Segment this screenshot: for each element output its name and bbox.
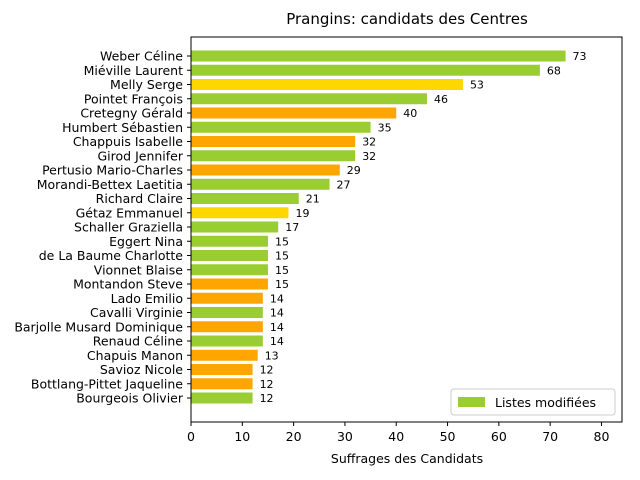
legend-swatch bbox=[458, 397, 485, 407]
x-axis-label: Suffrages des Candidats bbox=[331, 451, 483, 466]
bar bbox=[191, 164, 340, 176]
bar-value-label: 32 bbox=[362, 150, 376, 163]
y-tick-label: Morandi-Bettex Laetitia bbox=[37, 177, 183, 192]
chart-title: Prangins: candidats des Centres bbox=[286, 10, 528, 28]
bar-value-label: 68 bbox=[547, 64, 561, 77]
bar-value-label: 12 bbox=[260, 378, 274, 391]
x-tick-label: 60 bbox=[491, 429, 507, 444]
bar bbox=[191, 307, 263, 318]
bar bbox=[191, 64, 540, 76]
bar bbox=[191, 335, 263, 347]
y-tick-label: Schaller Graziella bbox=[74, 220, 183, 235]
x-tick-label: 0 bbox=[187, 429, 195, 444]
bar-value-label: 14 bbox=[270, 335, 284, 348]
y-tick-label: Miéville Laurent bbox=[84, 63, 183, 78]
bar-value-label: 15 bbox=[275, 250, 289, 263]
x-tick-label: 40 bbox=[388, 429, 404, 444]
y-tick-label: Weber Céline bbox=[100, 49, 183, 64]
bar bbox=[191, 50, 566, 62]
bar-value-label: 12 bbox=[260, 364, 274, 377]
y-tick-label: Richard Claire bbox=[96, 191, 184, 206]
y-tick-label: Renaud Céline bbox=[93, 334, 184, 349]
x-axis-ticks: 0 10 20 30 40 50 60 70 80 bbox=[187, 422, 609, 444]
y-tick-label: Melly Serge bbox=[110, 77, 183, 92]
y-tick-label: Cavalli Virginie bbox=[90, 305, 183, 320]
bar bbox=[191, 321, 263, 333]
bar-value-label: 15 bbox=[275, 264, 289, 277]
bar-value-label: 40 bbox=[403, 107, 417, 120]
y-tick-label: Bottlang-Pittet Jaqueline bbox=[31, 376, 183, 391]
y-tick-label: Savioz Nicole bbox=[100, 362, 183, 377]
y-tick-label: Lado Emilio bbox=[111, 291, 183, 306]
x-tick-label: 80 bbox=[594, 429, 610, 444]
bar bbox=[191, 150, 356, 162]
y-tick-label: Pointet François bbox=[84, 91, 183, 106]
x-tick-label: 20 bbox=[286, 429, 302, 444]
bar-value-label: 73 bbox=[573, 50, 587, 63]
x-tick-label: 50 bbox=[440, 429, 456, 444]
bar-value-label: 14 bbox=[270, 307, 284, 320]
bar bbox=[191, 264, 268, 276]
bar-value-label: 32 bbox=[362, 136, 376, 149]
bar bbox=[191, 278, 268, 290]
bar-value-label: 53 bbox=[470, 79, 484, 92]
bar-value-label: 27 bbox=[337, 178, 351, 191]
y-tick-label: Barjolle Musard Dominique bbox=[14, 319, 183, 334]
bar bbox=[191, 107, 397, 119]
y-tick-label: Eggert Nina bbox=[109, 234, 183, 249]
bar bbox=[191, 79, 463, 90]
bar-value-label: 15 bbox=[275, 278, 289, 291]
y-tick-label: Chapuis Manon bbox=[87, 348, 183, 363]
y-tick-label: Chappuis Isabelle bbox=[73, 134, 183, 149]
bar-value-label: 12 bbox=[260, 392, 274, 405]
bar bbox=[191, 221, 279, 233]
bar-value-label: 21 bbox=[306, 193, 320, 206]
y-tick-label: Montandon Steve bbox=[73, 277, 183, 292]
y-tick-label: Vionnet Blaise bbox=[94, 262, 184, 277]
bar bbox=[191, 392, 253, 404]
bar bbox=[191, 121, 371, 133]
bar bbox=[191, 207, 289, 219]
x-tick-label: 70 bbox=[542, 429, 558, 444]
x-tick-label: 30 bbox=[337, 429, 353, 444]
bar-value-label: 19 bbox=[295, 207, 309, 220]
bar-value-label: 35 bbox=[378, 121, 392, 134]
bar bbox=[191, 378, 253, 390]
bar bbox=[191, 136, 356, 147]
legend-frame bbox=[450, 388, 616, 416]
bar bbox=[191, 349, 258, 361]
y-tick-label: Cretegny Gérald bbox=[80, 106, 183, 121]
bar-value-label: 14 bbox=[270, 321, 284, 334]
y-tick-label: Pertusio Mario-Charles bbox=[42, 163, 183, 178]
legend: Listes modifiées bbox=[450, 388, 616, 416]
y-tick-label: Humbert Sébastien bbox=[62, 120, 183, 135]
bar bbox=[191, 250, 268, 261]
legend-label: Listes modifiées bbox=[495, 395, 596, 410]
x-tick-label: 10 bbox=[234, 429, 250, 444]
y-tick-label: Bourgeois Olivier bbox=[76, 391, 184, 406]
y-tick-label: de La Baume Charlotte bbox=[39, 248, 184, 263]
bar-value-label: 15 bbox=[275, 235, 289, 248]
y-tick-label: Gétaz Emmanuel bbox=[76, 205, 183, 220]
plot-frame bbox=[190, 36, 623, 423]
bar-value-label: 13 bbox=[265, 349, 279, 362]
bar bbox=[191, 178, 330, 190]
bar bbox=[191, 93, 428, 105]
bar-value-label: 29 bbox=[347, 164, 361, 177]
bar bbox=[191, 235, 268, 247]
bar-value-label: 14 bbox=[270, 292, 284, 305]
bar bbox=[191, 193, 299, 204]
bar-value-label: 17 bbox=[285, 221, 299, 234]
bar bbox=[191, 292, 263, 304]
bar-value-label: 46 bbox=[434, 93, 448, 106]
bars-layer: 7368534640353232292721191715151515141414… bbox=[191, 50, 587, 405]
y-tick-label: Girod Jennifer bbox=[97, 148, 183, 163]
bar bbox=[191, 364, 253, 375]
